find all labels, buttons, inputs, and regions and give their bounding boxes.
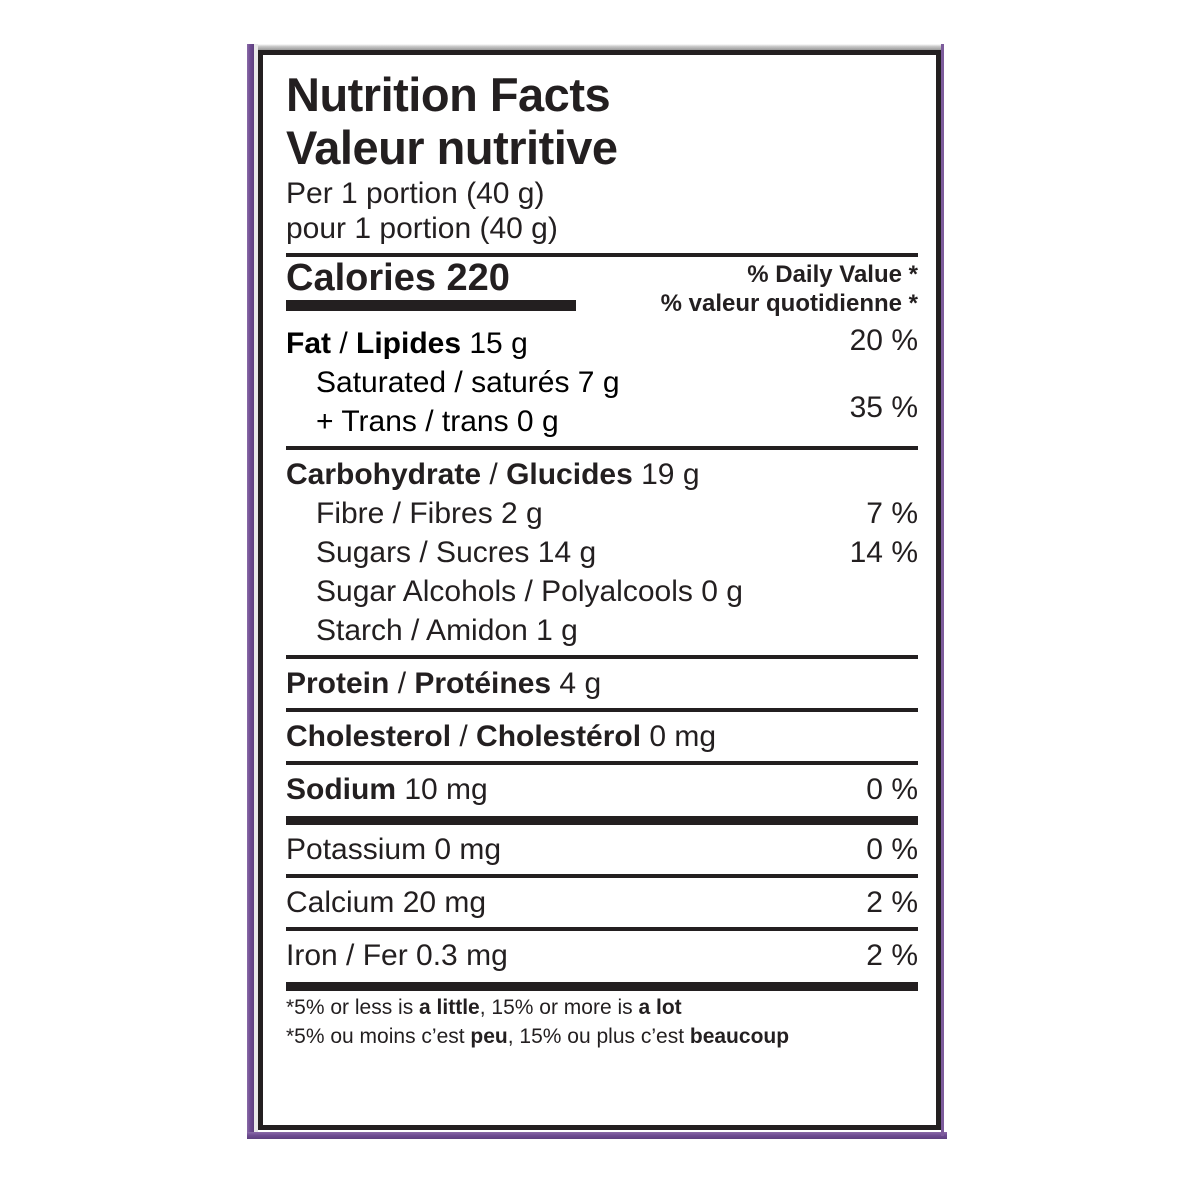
fat-amount: 15 g [461,327,528,361]
rule-thick-after-sodium [286,816,918,826]
fat-name-french: Lipides [356,327,462,361]
serving-size-english: Per 1 portion (40 g) [286,177,545,211]
cholesterol-amount: 0 mg [641,720,717,754]
carbohydrate-separator: / [481,458,507,492]
rule-above-cholesterol [286,708,918,713]
sodium-row: Sodium 10 mg 0 % [286,770,918,809]
sugars-daily-value: 14 % [849,536,918,570]
fat-row-label: Fat / Lipides 15 g [286,324,620,363]
daily-value-header-english: % Daily Value * [747,261,918,289]
protein-row: Protein / Protéines 4 g [286,664,918,703]
footnote-fr-part2: , 15% ou plus c’est [507,1025,690,1048]
sugars-row: Sugars / Sucres 14 g 14 % [286,533,918,572]
rule-above-calories [286,253,918,258]
footnote-fr-peu: peu [470,1025,508,1048]
label-title-english: Nutrition Facts [286,68,611,121]
sodium-name: Sodium [286,773,396,807]
protein-separator: / [389,667,415,701]
protein-name-english: Protein [286,667,390,701]
package-edge-right-purple [941,44,944,1136]
carbohydrate-amount: 19 g [632,458,700,492]
calories-underline-bar [286,299,576,311]
footnote-en-part1: *5% or less is [286,996,420,1020]
carbohydrate-label: Carbohydrate / Glucides 19 g [286,455,700,494]
package-edge-bottom-purple [247,1132,947,1139]
trans-fat-label: + Trans / trans 0 g [316,405,559,439]
daily-value-header-french: % valeur quotidienne * [660,290,918,318]
potassium-label: Potassium 0 mg [286,833,502,867]
potassium-daily-value: 0 % [866,833,918,867]
fibre-label: Fibre / Fibres 2 g [316,497,543,531]
fibre-row: Fibre / Fibres 2 g 7 % [286,494,918,533]
rule-above-carbohydrate [286,446,918,451]
calcium-row: Calcium 20 mg 2 % [286,883,918,922]
footnote-fr-beaucoup: beaucoup [689,1025,790,1048]
rule-above-calcium [286,874,918,879]
footnote-fr-part1: *5% ou moins c’est [286,1025,471,1048]
cholesterol-label: Cholesterol / Cholestérol 0 mg [286,717,716,756]
rule-thick-above-footnote [286,982,918,992]
iron-row: Iron / Fer 0.3 mg 2 % [286,936,918,975]
carbohydrate-row: Carbohydrate / Glucides 19 g [286,455,918,494]
potassium-row: Potassium 0 mg 0 % [286,830,918,869]
sodium-label: Sodium 10 mg [286,770,488,809]
footnote-en-a-little: a little [419,996,480,1020]
calcium-label: Calcium 20 mg [286,886,487,920]
cholesterol-row: Cholesterol / Cholestérol 0 mg [286,717,918,756]
fibre-daily-value: 7 % [866,497,918,531]
protein-label: Protein / Protéines 4 g [286,664,601,703]
footnote-en-part2: , 15% or more is [479,996,639,1020]
sugars-label: Sugars / Sucres 14 g [316,536,597,570]
calories-value: Calories 220 [286,257,510,300]
package-top-shadow [254,44,944,50]
sodium-amount: 10 mg [396,773,488,807]
nutrition-facts-label: Nutrition Facts Valeur nutritive Per 1 p… [258,50,941,1130]
starch-label: Starch / Amidon 1 g [316,614,578,648]
footnote-en-a-lot: a lot [638,996,682,1020]
iron-label: Iron / Fer 0.3 mg [286,939,508,973]
label-title-french: Valeur nutritive [286,120,618,174]
daily-value-header: % Daily Value * % valeur quotidienne * [661,257,918,319]
footnote-french: *5% ou moins c’est peu, 15% ou plus c’es… [286,1023,918,1052]
saturated-fat-label: Saturated / saturés 7 g [316,366,620,400]
carbohydrate-name-english: Carbohydrate [286,458,482,492]
carbohydrate-name-french: Glucides [506,458,633,492]
protein-amount: 4 g [551,667,602,701]
cholesterol-name-english: Cholesterol [286,720,452,754]
starch-row: Starch / Amidon 1 g [286,611,918,650]
fat-group: Fat / Lipides 15 g Saturated / saturés 7… [286,324,918,441]
cholesterol-separator: / [451,720,477,754]
cholesterol-name-french: Cholestérol [476,720,642,754]
saturated-fat-daily-value: 35 % [849,391,918,425]
fat-name-english: Fat [286,327,331,361]
footnote-english: *5% or less is a little, 15% or more is … [286,991,918,1023]
rule-above-iron [286,927,918,932]
calories-row: Calories 220 % Daily Value * % valeur qu… [286,257,918,319]
sodium-daily-value: 0 % [866,773,918,807]
package-edge-left-purple [247,44,254,1139]
rule-above-protein [286,655,918,660]
fat-separator: / [331,327,357,361]
protein-name-french: Protéines [414,667,552,701]
rule-above-sodium [286,761,918,766]
sugar-alcohols-label: Sugar Alcohols / Polyalcools 0 g [316,575,743,609]
fat-daily-value: 20 % [849,324,918,358]
serving-size-french: pour 1 portion (40 g) [286,212,558,246]
calcium-daily-value: 2 % [866,886,918,920]
package-inner-gutter [254,44,258,1134]
iron-daily-value: 2 % [866,939,918,973]
sugar-alcohols-row: Sugar Alcohols / Polyalcools 0 g [286,572,918,611]
